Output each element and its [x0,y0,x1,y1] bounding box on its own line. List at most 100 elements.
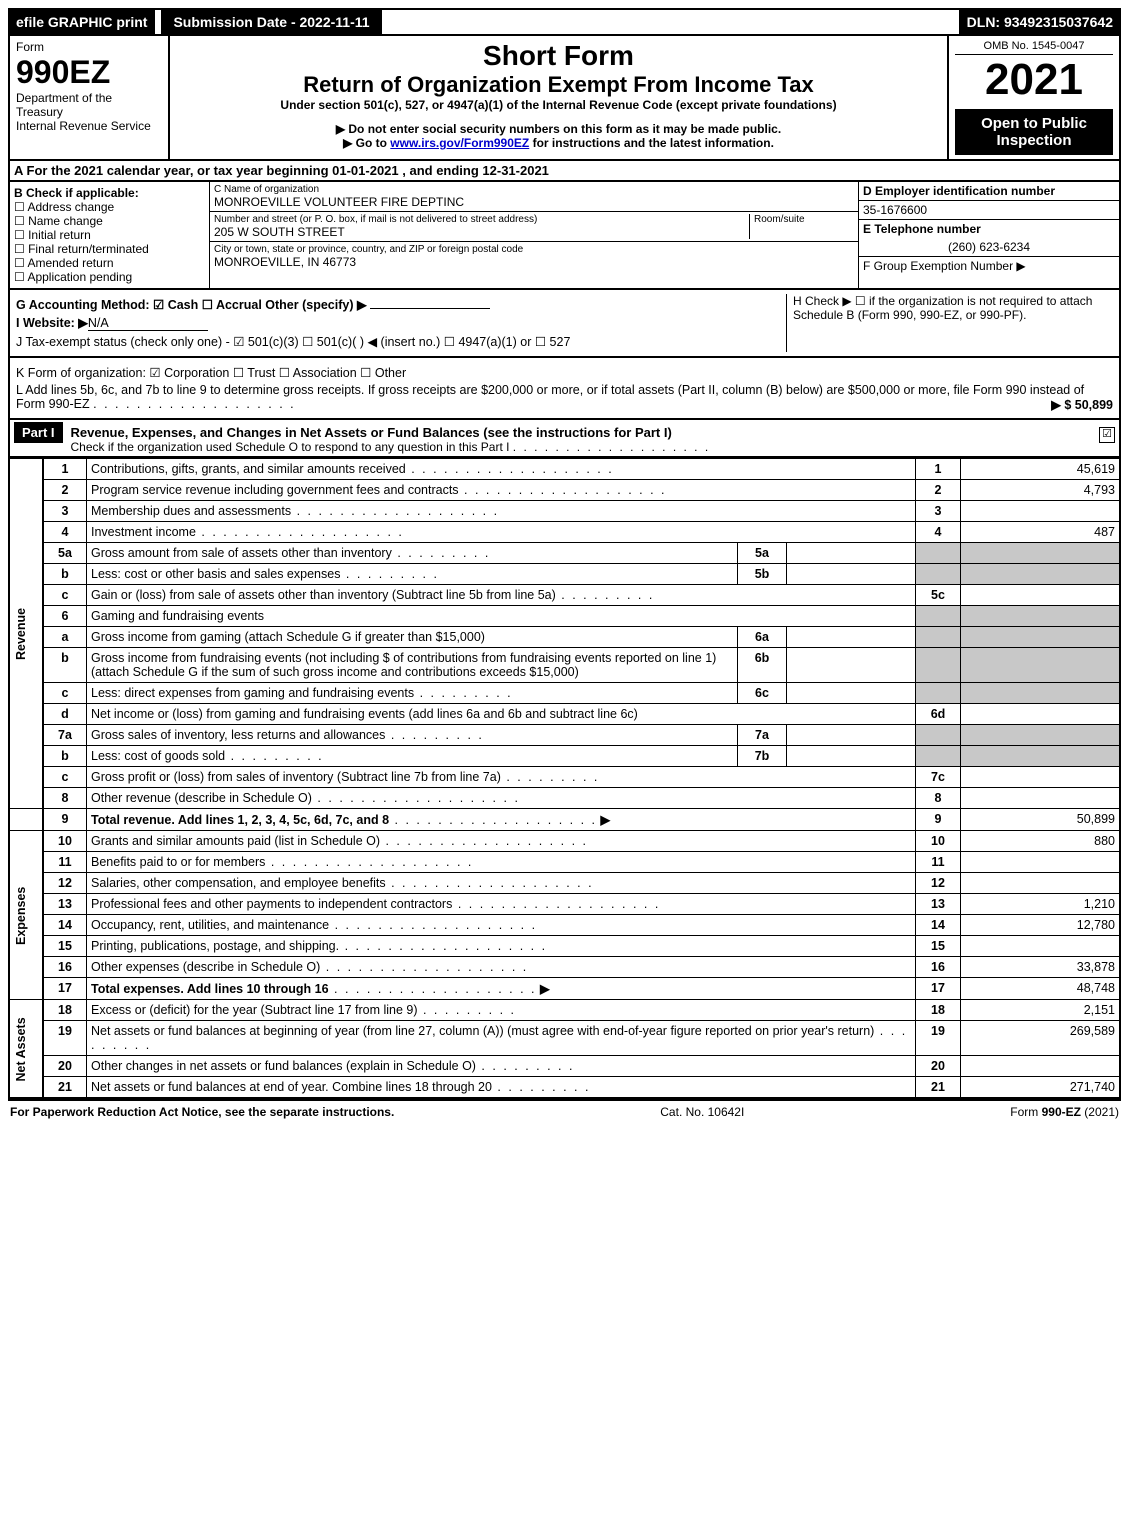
cb-name-change[interactable]: Name change [14,214,205,228]
line-6c-mid: 6c [738,683,787,704]
line-16-val: 33,878 [961,957,1121,978]
line-7a-ln [916,725,961,746]
meta-block: G Accounting Method: ☑ Cash ☐ Accrual Ot… [8,290,1121,358]
line-7a-text: Gross sales of inventory, less returns a… [87,725,738,746]
dln-number: DLN: 93492315037642 [959,10,1121,34]
irs-link[interactable]: www.irs.gov/Form990EZ [390,136,529,150]
line-10-val: 880 [961,831,1121,852]
line-19-num: 19 [43,1021,87,1056]
city-label: City or town, state or province, country… [214,244,854,255]
line-5b-ln [916,564,961,585]
line-7a-num: 7a [43,725,87,746]
submission-date: Submission Date - 2022-11-11 [161,10,381,34]
line-7b-text: Less: cost of goods sold [87,746,738,767]
line-15-ln: 15 [916,936,961,957]
line-16-ln: 16 [916,957,961,978]
line-5a-midval [787,543,916,564]
line-2-val: 4,793 [961,480,1121,501]
part-1-label: Part I [14,422,63,443]
line-1-val: 45,619 [961,459,1121,480]
phone-value: (260) 623-6234 [859,238,1119,257]
efile-print-button[interactable]: efile GRAPHIC print [8,10,155,34]
line-7b-midval [787,746,916,767]
accounting-method: G Accounting Method: ☑ Cash ☐ Accrual Ot… [16,297,786,312]
line-6b-val [961,648,1121,683]
omb-number: OMB No. 1545-0047 [955,40,1113,55]
ein-value: 35-1676600 [859,201,1119,220]
cb-amended-return[interactable]: Amended return [14,256,205,270]
line-13-ln: 13 [916,894,961,915]
line-18-num: 18 [43,1000,87,1021]
city-value: MONROEVILLE, IN 46773 [214,255,854,269]
street-label: Number and street (or P. O. box, if mail… [214,214,749,225]
line-5c-ln: 5c [916,585,961,606]
cb-application-pending[interactable]: Application pending [14,270,205,284]
line-6c-text: Less: direct expenses from gaming and fu… [87,683,738,704]
cb-final-return[interactable]: Final return/terminated [14,242,205,256]
form-header: Form 990EZ Department of the Treasury In… [8,36,1121,161]
schedule-b-check: H Check ▶ ☐ if the organization is not r… [793,294,1113,322]
line-6b-num: b [43,648,87,683]
line-5a-mid: 5a [738,543,787,564]
line-6d-ln: 6d [916,704,961,725]
line-6b-mid: 6b [738,648,787,683]
line-15-text: Printing, publications, postage, and shi… [87,936,916,957]
line-8-text: Other revenue (describe in Schedule O) [87,788,916,809]
line-5c-text: Gain or (loss) from sale of assets other… [87,585,916,606]
line-5a-text: Gross amount from sale of assets other t… [87,543,738,564]
line-5c-num: c [43,585,87,606]
line-20-text: Other changes in net assets or fund bala… [87,1056,916,1077]
side-revenue: Revenue [9,459,43,809]
footer-cat: Cat. No. 10642I [660,1105,744,1119]
line-2-ln: 2 [916,480,961,501]
line-16-num: 16 [43,957,87,978]
part-1-sub: Check if the organization used Schedule … [71,440,510,454]
line-8-val [961,788,1121,809]
line-19-ln: 19 [916,1021,961,1056]
line-6c-midval [787,683,916,704]
cb-initial-return[interactable]: Initial return [14,228,205,242]
line-12-ln: 12 [916,873,961,894]
room-label: Room/suite [754,214,854,225]
line-3-ln: 3 [916,501,961,522]
line-6a-midval [787,627,916,648]
line-6a-val [961,627,1121,648]
line-6a-num: a [43,627,87,648]
line-9-num: 9 [43,809,87,831]
ssn-warning: ▶ Do not enter social security numbers o… [176,122,941,136]
cb-address-change[interactable]: Address change [14,200,205,214]
line-6d-val [961,704,1121,725]
line-11-val [961,852,1121,873]
line-6c-num: c [43,683,87,704]
line-7b-mid: 7b [738,746,787,767]
line-15-num: 15 [43,936,87,957]
schedule-o-check[interactable]: ☑ [1099,427,1115,443]
line-6c-val [961,683,1121,704]
line-11-ln: 11 [916,852,961,873]
line-3-text: Membership dues and assessments [87,501,916,522]
line-7c-ln: 7c [916,767,961,788]
line-8-ln: 8 [916,788,961,809]
lines-table: Revenue 1 Contributions, gifts, grants, … [8,458,1121,1099]
line-7c-val [961,767,1121,788]
org-name: MONROEVILLE VOLUNTEER FIRE DEPTINC [214,195,854,209]
side-netassets: Net Assets [9,1000,43,1099]
line-10-ln: 10 [916,831,961,852]
line-4-text: Investment income [87,522,916,543]
line-14-num: 14 [43,915,87,936]
form-label: Form [16,40,162,54]
line-20-num: 20 [43,1056,87,1077]
line-6a-mid: 6a [738,627,787,648]
main-title: Return of Organization Exempt From Incom… [176,72,941,98]
line-13-num: 13 [43,894,87,915]
side-expenses: Expenses [9,831,43,1000]
line-5a-ln [916,543,961,564]
department-label: Department of the Treasury Internal Reve… [16,91,162,133]
line-16-text: Other expenses (describe in Schedule O) [87,957,916,978]
section-b-title: B Check if applicable: [14,186,205,200]
ein-label: D Employer identification number [859,182,1119,201]
top-bar: efile GRAPHIC print Submission Date - 20… [8,8,1121,36]
line-6d-text: Net income or (loss) from gaming and fun… [87,704,916,725]
short-form-title: Short Form [176,40,941,72]
line-6-val [961,606,1121,627]
